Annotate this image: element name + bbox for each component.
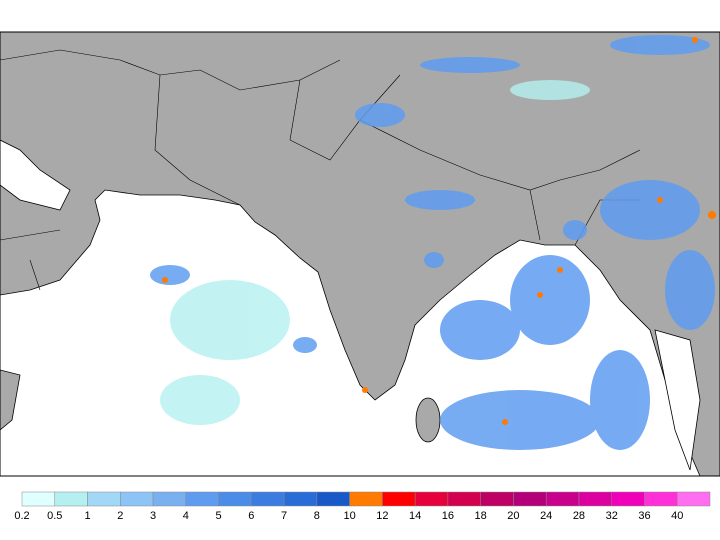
map-frame [0, 31, 720, 477]
colorbar-label: 28 [573, 510, 585, 522]
africa [0, 369, 21, 431]
colorbar-box [480, 491, 514, 507]
map [0, 31, 720, 477]
colorbar-label: 4 [183, 510, 189, 522]
colorbar-label: 7 [281, 510, 287, 522]
colorbar-label: 10 [343, 510, 355, 522]
colorbar-box [283, 491, 318, 507]
heavy-precipitation [162, 37, 716, 425]
colorbar-box [382, 491, 416, 507]
colorbar-label: 12 [376, 510, 388, 522]
colorbar-label: 0.2 [14, 510, 29, 522]
colorbar-label: 8 [314, 510, 320, 522]
colorbar-label: 0.5 [47, 510, 62, 522]
persian-gulf [0, 139, 71, 211]
colorbar-label: 3 [150, 510, 156, 522]
colorbar-label: 1 [84, 510, 90, 522]
colorbar: 0.2 0.5 1 2 3 4 5 6 7 8 10 12 14 16 18 20 24 28 32 36 40 [14, 491, 711, 522]
colorbar-box [21, 491, 56, 507]
colorbar-label: 32 [606, 510, 618, 522]
colorbar-box [513, 491, 547, 507]
colorbar-box [251, 491, 285, 507]
colorbar-label: 20 [507, 510, 519, 522]
colorbar-label: 18 [475, 510, 487, 522]
colorbar-box [218, 491, 252, 507]
colorbar-label: 24 [540, 510, 552, 522]
borders [0, 49, 641, 291]
colorbar-box [611, 491, 645, 507]
colorbar-box [152, 491, 187, 507]
colorbar-label: 36 [638, 510, 650, 522]
colorbar-box [676, 491, 711, 507]
colorbar-label: 5 [216, 510, 222, 522]
colorbar-box [87, 491, 121, 507]
colorbar-box [578, 491, 612, 507]
sri-lanka [415, 397, 441, 443]
land [0, 31, 720, 477]
colorbar-label: 40 [671, 510, 683, 522]
colorbar-box [120, 491, 154, 507]
colorbar-label: 14 [409, 510, 421, 522]
colorbar-label: 16 [442, 510, 454, 522]
colorbar-box [185, 491, 219, 507]
colorbar-box [414, 491, 449, 507]
colorbar-box [54, 491, 88, 507]
colorbar-box [316, 491, 350, 507]
colorbar-box [545, 491, 580, 507]
colorbar-box [349, 491, 383, 507]
light-precipitation [160, 80, 590, 425]
colorbar-box [644, 491, 678, 507]
colorbar-box [447, 491, 481, 507]
andaman-sea [654, 329, 701, 471]
colorbar-label: 2 [117, 510, 123, 522]
colorbar-label: 6 [248, 510, 254, 522]
precipitation [150, 35, 715, 450]
